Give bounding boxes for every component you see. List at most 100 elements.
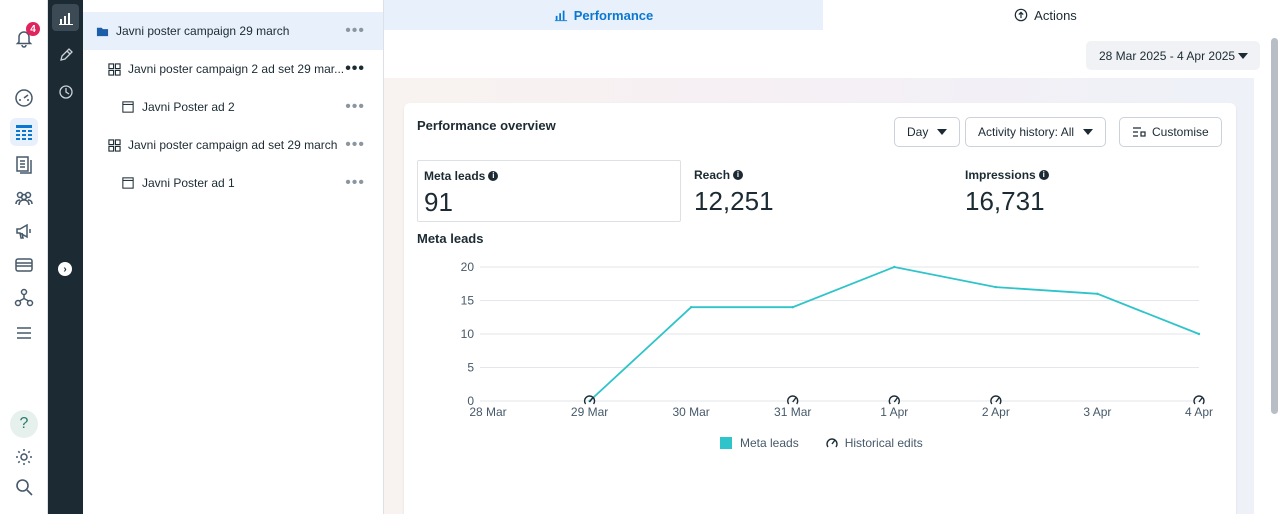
tab-actions[interactable]: Actions [823, 0, 1268, 30]
y-tick-label: 0 [467, 394, 474, 408]
tree-item-adset[interactable]: Javni poster campaign ad set 29 march ••… [83, 126, 383, 164]
expand-chevron-icon[interactable]: › [58, 262, 72, 276]
tree-item-adset[interactable]: Javni poster campaign 2 ad set 29 mar...… [83, 50, 383, 88]
settings-gear-icon[interactable] [10, 443, 38, 471]
metric-label: Impressions [965, 168, 1036, 182]
date-range-label: 28 Mar 2025 - 4 Apr 2025 [1099, 48, 1236, 63]
historical-edit-marker-icon[interactable] [787, 395, 799, 405]
campaign-tree-panel: Javni poster campaign 29 march ••• Javni… [83, 0, 384, 514]
x-tick-label: 2 Apr [982, 405, 1010, 419]
gauge-edit-icon [826, 438, 838, 448]
tree-item-label: Javni poster campaign 2 ad set 29 mar... [128, 62, 345, 76]
x-tick-label: 4 Apr [1185, 405, 1213, 419]
data-point [1197, 332, 1201, 336]
performance-chart-icon[interactable] [52, 4, 79, 31]
x-tick-label: 31 Mar [774, 405, 811, 419]
customise-button[interactable]: Customise [1119, 117, 1222, 147]
data-point [1096, 292, 1099, 295]
data-point [893, 265, 896, 269]
historical-edit-marker-icon[interactable] [1193, 395, 1205, 405]
all-tools-menu-icon[interactable] [10, 319, 38, 347]
x-tick-label: 30 Mar [672, 405, 709, 419]
global-nav-rail: 4 ? [0, 0, 48, 514]
tab-performance[interactable]: Performance [384, 0, 823, 30]
campaigns-megaphone-icon[interactable] [10, 217, 38, 245]
tree-item-campaign[interactable]: Javni poster campaign 29 march ••• [83, 12, 383, 50]
tree-item-ad[interactable]: Javni Poster ad 2 ••• [83, 88, 383, 126]
business-structure-icon[interactable] [10, 284, 38, 312]
main-panel: Performance Actions 28 Mar 2025 - 4 Apr … [384, 0, 1268, 514]
tree-item-label: Javni Poster ad 2 [142, 100, 235, 114]
more-options-icon[interactable]: ••• [345, 98, 365, 115]
notification-count-badge: 4 [26, 22, 40, 36]
historical-edit-marker-icon[interactable] [583, 395, 596, 405]
more-options-icon[interactable]: ••• [345, 22, 365, 39]
more-options-icon[interactable]: ••• [345, 174, 365, 191]
arrow-up-circle-icon [1014, 8, 1028, 22]
x-tick-label: 3 Apr [1083, 405, 1111, 419]
y-tick-label: 10 [461, 327, 475, 341]
tree-item-ad[interactable]: Javni Poster ad 1 ••• [83, 164, 383, 202]
info-icon[interactable]: i [1038, 170, 1049, 180]
y-tick-label: 5 [467, 361, 474, 375]
tab-bar: Performance Actions [384, 0, 1268, 30]
metric-label: Meta leads [424, 169, 486, 183]
legend-swatch-meta-leads [720, 437, 732, 449]
ad-frame-icon [121, 100, 135, 114]
audiences-people-icon[interactable] [10, 184, 38, 212]
ads-manager-table-icon[interactable] [10, 118, 38, 146]
help-question-icon[interactable]: ? [10, 410, 38, 438]
search-icon[interactable] [10, 473, 38, 501]
day-dropdown-label: Day [907, 125, 929, 139]
x-tick-label: 29 Mar [571, 405, 608, 419]
x-tick-label: 28 Mar [469, 405, 506, 419]
historical-edit-marker-icon[interactable] [888, 395, 900, 405]
metric-impressions[interactable]: Impressions i 16,731 [959, 160, 1219, 222]
billing-card-icon[interactable] [10, 251, 38, 279]
info-icon[interactable]: i [733, 170, 744, 180]
pages-icon[interactable] [10, 151, 38, 179]
more-options-icon[interactable]: ••• [345, 60, 365, 77]
meta-leads-line-chart: 0 5 10 15 20 28 Mar 29 Mar 30 Mar 31 Mar 1 Apr 2 A… [461, 260, 1213, 419]
tab-label: Actions [1034, 7, 1077, 23]
y-tick-label: 20 [461, 260, 475, 274]
chart-title: Meta leads [417, 231, 484, 246]
edit-pencil-icon[interactable] [52, 41, 79, 68]
metric-value: 12,251 [694, 186, 774, 216]
activity-history-dropdown[interactable]: Activity history: All [965, 117, 1107, 147]
data-point [994, 285, 998, 289]
ad-frame-icon [121, 176, 135, 190]
scrollbar-thumb[interactable] [1271, 38, 1278, 414]
info-icon[interactable]: i [488, 171, 499, 181]
notifications-bell-icon[interactable]: 4 [10, 22, 40, 52]
performance-overview-card: Performance overview Day Activity histor… [404, 103, 1236, 514]
bar-chart-icon [554, 10, 567, 22]
legend-historical-edits: Historical edits [825, 436, 923, 450]
metric-value: 91 [424, 187, 453, 217]
legend-label-historical-edits: Historical edits [844, 436, 923, 450]
date-range-picker[interactable]: 28 Mar 2025 - 4 Apr 2025 [1086, 41, 1260, 70]
more-options-icon[interactable]: ••• [345, 136, 365, 153]
metric-meta-leads[interactable]: Meta leads i 91 [417, 160, 681, 222]
tree-item-label: Javni poster campaign 29 march [116, 24, 290, 38]
customise-label: Customise [1152, 125, 1209, 139]
metric-label: Reach [694, 168, 731, 182]
editor-tool-rail: › [48, 0, 83, 514]
adset-grid-icon [107, 62, 121, 76]
x-tick-label: 1 Apr [880, 405, 908, 419]
customise-sliders-icon [1133, 127, 1146, 137]
dashboard-gauge-icon[interactable] [10, 84, 38, 112]
historical-edit-marker-icon[interactable] [990, 395, 1002, 405]
tree-item-label: Javni poster campaign ad set 29 march [128, 138, 338, 152]
chevron-down-icon [1238, 53, 1248, 59]
data-point [791, 306, 794, 309]
metric-value: 16,731 [965, 186, 1045, 216]
card-title: Performance overview [417, 118, 556, 133]
chevron-down-icon [937, 129, 948, 135]
metric-reach[interactable]: Reach i 12,251 [688, 160, 948, 222]
tab-label: Performance [573, 7, 654, 23]
history-clock-icon[interactable] [52, 78, 79, 105]
activity-history-label: Activity history: All [978, 125, 1075, 139]
y-tick-label: 15 [461, 294, 475, 308]
day-dropdown[interactable]: Day [894, 117, 961, 147]
